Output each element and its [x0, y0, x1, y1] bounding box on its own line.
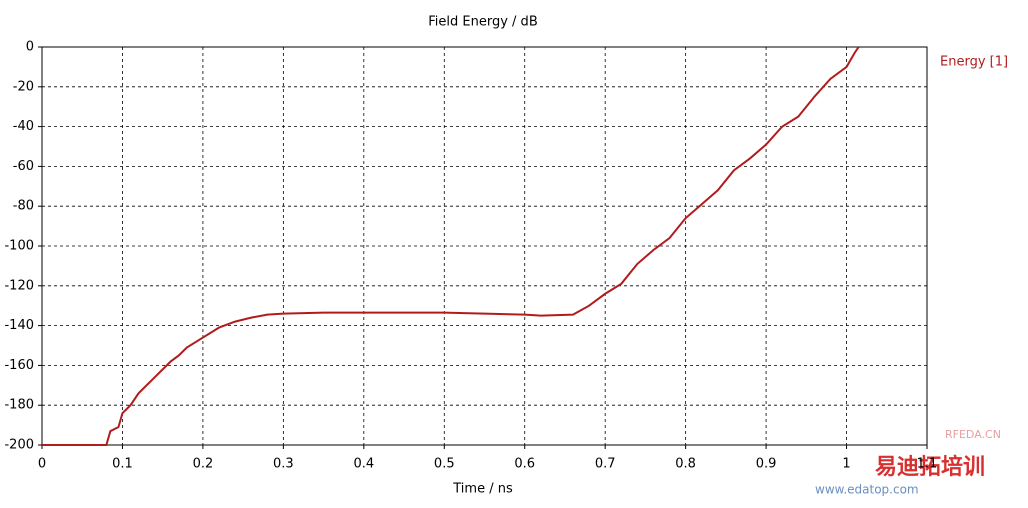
x-tick-label: 0.1: [112, 457, 133, 472]
x-tick-label: 0.2: [193, 457, 214, 472]
watermark: RFEDA.CN: [945, 428, 1001, 441]
y-tick-label: -80: [13, 199, 34, 214]
y-tick-label: -200: [4, 438, 34, 453]
x-tick-label: 0.5: [434, 457, 455, 472]
x-tick-label: 0.6: [514, 457, 535, 472]
y-tick-label: -120: [4, 278, 34, 293]
plot-frame: [41, 46, 928, 446]
y-tick-label: -40: [13, 119, 34, 134]
y-tick-label: -60: [13, 159, 34, 174]
x-tick-label: 1: [842, 457, 850, 472]
watermark: www.edatop.com: [815, 483, 919, 497]
x-axis-label: Time / ns: [452, 482, 513, 497]
x-tick-label: 1.1: [917, 457, 938, 472]
chart-title: Field Energy / dB: [428, 15, 537, 30]
x-tick-label: 0: [38, 457, 46, 472]
legend-label: Energy [1]: [940, 55, 1008, 70]
x-tick-label: 0.3: [273, 457, 294, 472]
data-line: [42, 46, 860, 446]
x-tick-label: 0.7: [595, 457, 616, 472]
y-tick-label: 0: [26, 40, 34, 55]
x-tick-label: 0.4: [353, 457, 374, 472]
y-tick-label: -20: [13, 79, 34, 94]
y-tick-label: -160: [4, 358, 34, 373]
watermark: 易迪拓培训: [875, 454, 985, 480]
y-tick-label: -100: [4, 239, 34, 254]
x-tick-label: 0.9: [756, 457, 777, 472]
y-tick-label: -180: [4, 398, 34, 413]
x-tick-label: 0.8: [675, 457, 696, 472]
y-tick-label: -140: [4, 318, 34, 333]
